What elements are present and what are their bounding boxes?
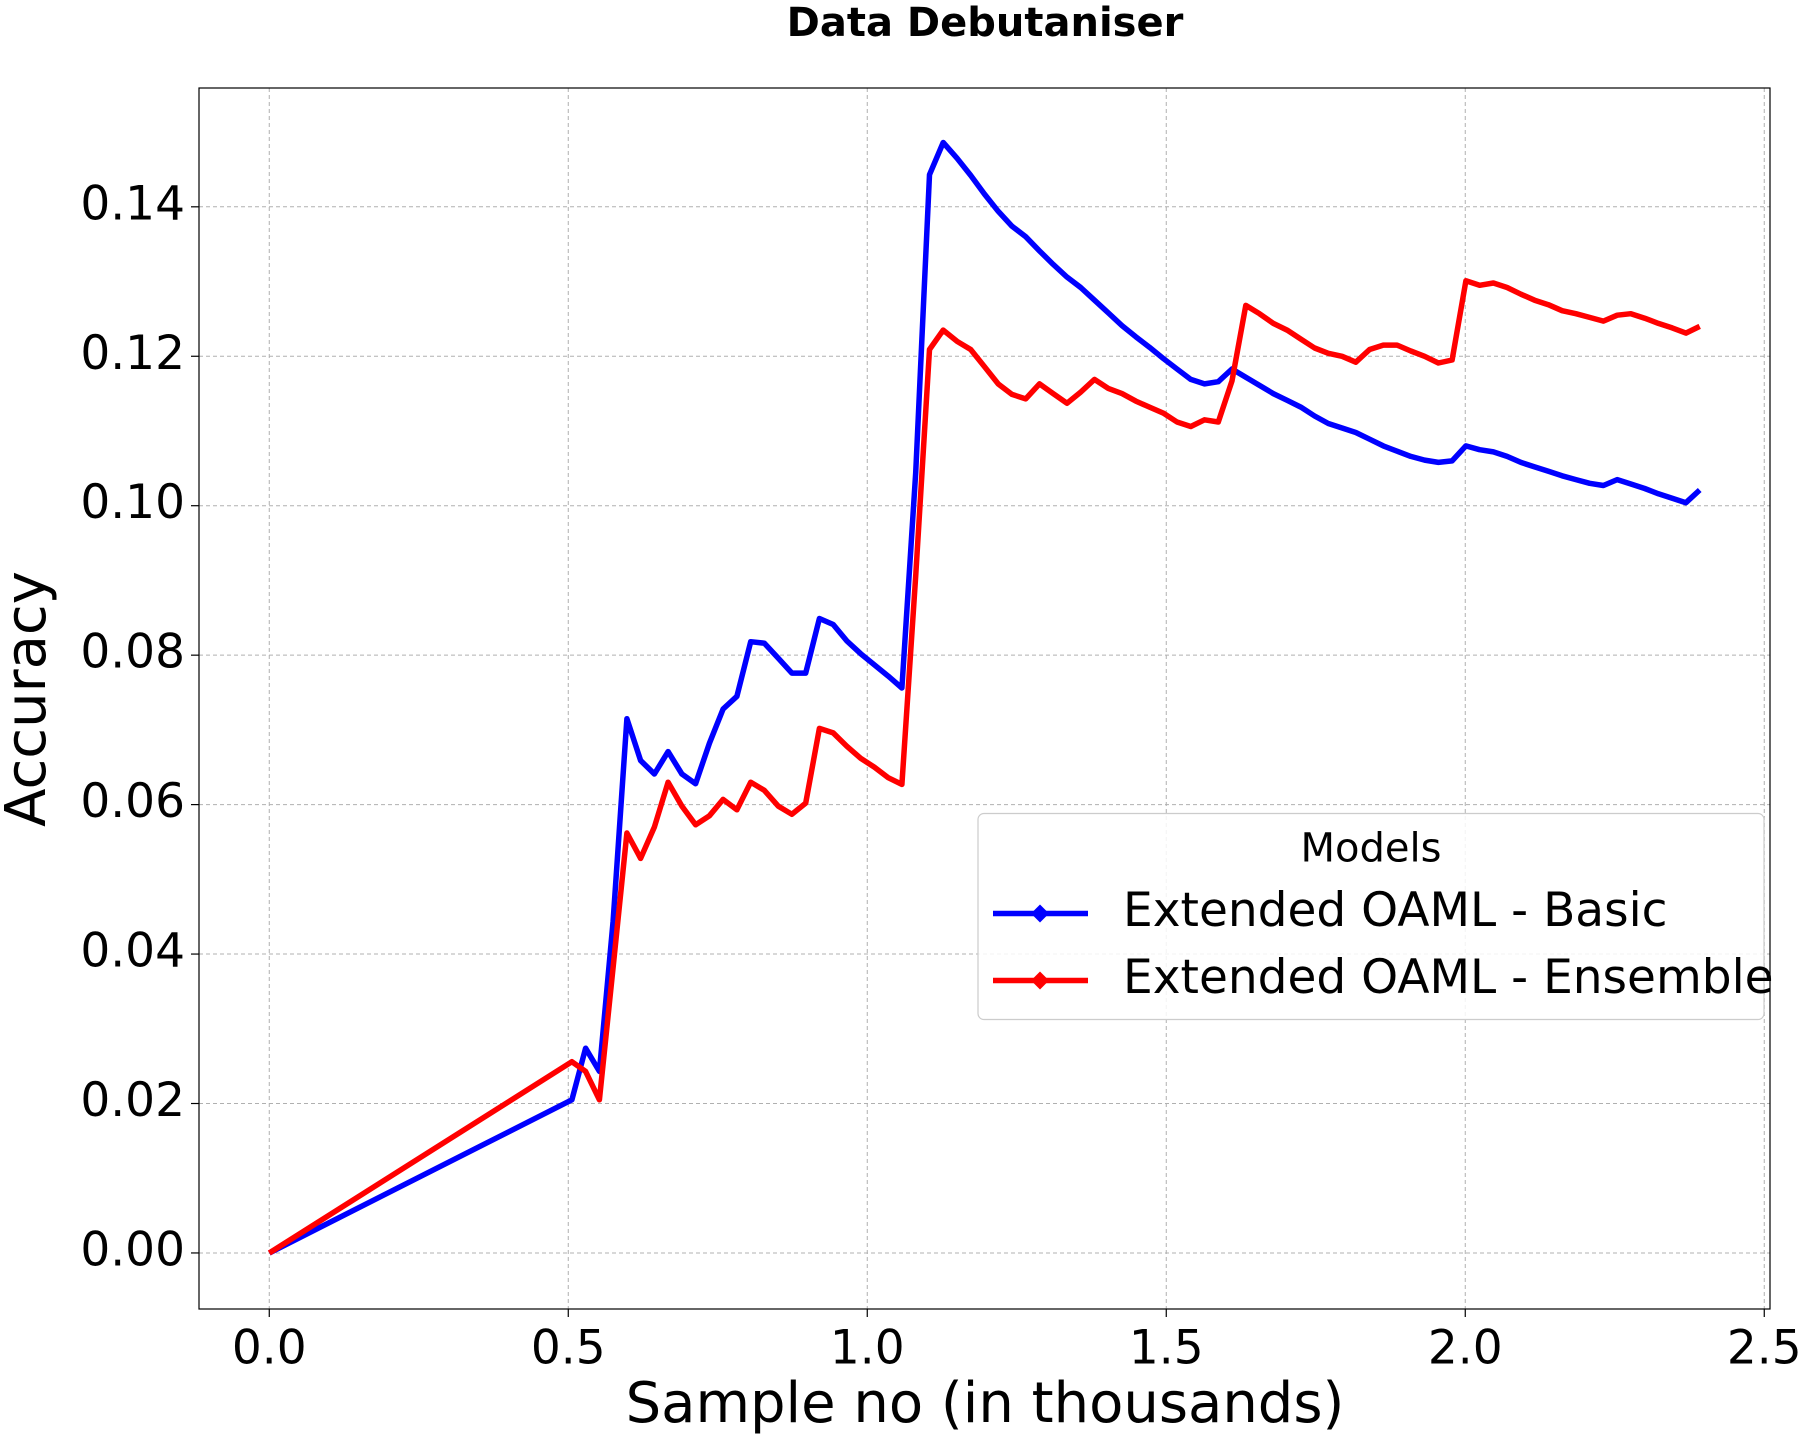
y-tick-label: 0.08: [80, 625, 185, 680]
y-axis-label: Accuracy: [0, 571, 59, 827]
x-tick-label: 1.5: [1129, 1321, 1204, 1376]
y-tick-label: 0.06: [80, 774, 185, 829]
legend-box: [977, 812, 1765, 1021]
y-tick-label: 0.00: [80, 1222, 185, 1277]
legend-label: Extended OAML - Basic: [1123, 883, 1668, 938]
y-tick-label: 0.02: [80, 1073, 185, 1128]
legend-label: Extended OAML - Ensemble: [1123, 950, 1774, 1005]
y-tick-label: 0.12: [80, 326, 185, 381]
legend-title: Models: [1301, 826, 1442, 872]
line-series: [268, 139, 1702, 1256]
y-tick-label: 0.14: [80, 176, 185, 231]
x-tick-label: 0.0: [232, 1321, 307, 1376]
x-tick-label: 2.0: [1428, 1321, 1503, 1376]
chart-title: Data Debutaniser: [787, 0, 1184, 46]
x-tick-label: 1.0: [830, 1321, 905, 1376]
line-series: [267, 278, 1701, 1256]
y-tick-label: 0.10: [80, 475, 185, 530]
legend-marker: [1031, 971, 1049, 990]
x-axis-label: Sample no (in thousands): [626, 1371, 1345, 1436]
plot-frame: [198, 87, 1771, 1310]
legend-marker: [1031, 904, 1049, 923]
x-tick-label: 0.5: [531, 1321, 606, 1376]
x-tick-label: 2.5: [1727, 1321, 1800, 1376]
y-tick-label: 0.04: [80, 924, 185, 979]
